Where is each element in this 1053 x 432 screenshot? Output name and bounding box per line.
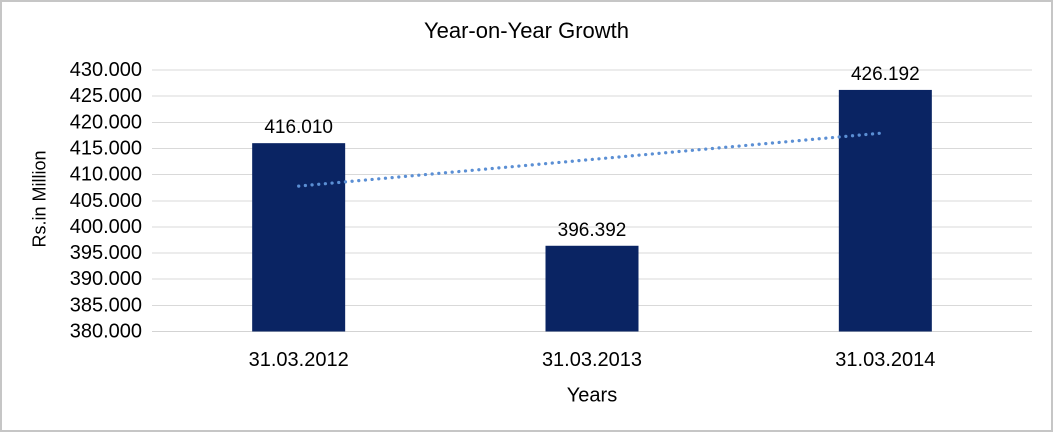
x-category-label: 31.03.2013 (542, 349, 642, 371)
bar-data-label: 416.010 (264, 117, 333, 138)
bar-data-label: 396.392 (558, 220, 627, 241)
y-tick-label: 380.000 (70, 321, 142, 343)
trendline (297, 131, 887, 188)
y-tick-label: 390.000 (70, 268, 142, 290)
bar-31.03.2014 (838, 89, 932, 332)
x-axis-title: Years (566, 384, 618, 407)
y-tick-label: 405.000 (70, 190, 142, 212)
bar-31.03.2012 (252, 143, 346, 332)
y-tick-label: 385.000 (70, 294, 142, 316)
bar-data-label: 426.192 (851, 64, 920, 85)
y-tick-label: 395.000 (70, 242, 142, 264)
y-axis-title: Rs.in Million (29, 150, 50, 248)
y-tick-label: 410.000 (70, 164, 142, 186)
x-category-label: 31.03.2012 (249, 349, 349, 371)
bar-31.03.2013 (545, 245, 639, 332)
x-category-label: 31.03.2014 (835, 349, 935, 371)
y-tick-label: 430.000 (70, 59, 142, 81)
chart-title: Year-on-Year Growth (423, 18, 630, 43)
y-tick-label: 420.000 (70, 111, 142, 133)
y-tick-label: 425.000 (70, 85, 142, 107)
y-tick-label: 415.000 (70, 137, 142, 159)
y-tick-label: 400.000 (70, 216, 142, 238)
